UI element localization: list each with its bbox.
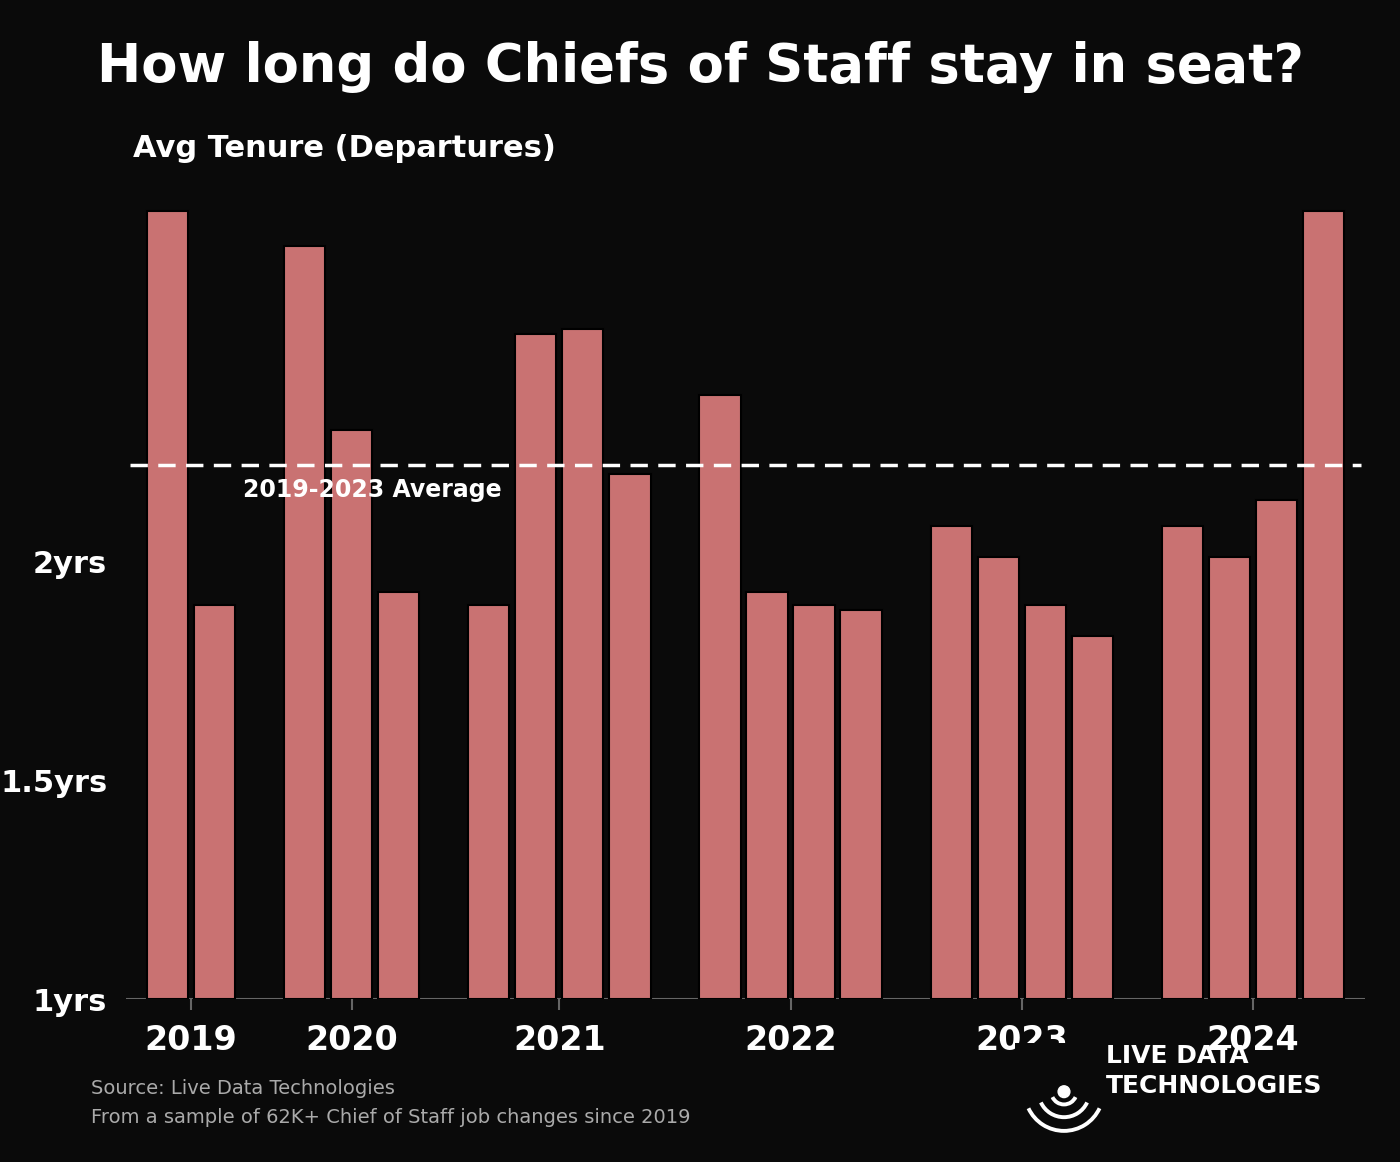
Bar xyxy=(193,605,235,999)
Bar xyxy=(563,329,603,999)
Circle shape xyxy=(1058,1085,1070,1098)
Bar xyxy=(609,474,651,999)
Bar xyxy=(378,591,419,999)
Text: Source: Live Data Technologies: Source: Live Data Technologies xyxy=(91,1079,395,1098)
Bar xyxy=(840,610,882,999)
Bar xyxy=(330,430,372,999)
Bar xyxy=(931,526,972,999)
Bar xyxy=(1072,636,1113,999)
Bar xyxy=(1162,526,1203,999)
Bar xyxy=(515,333,556,999)
Bar xyxy=(746,591,788,999)
Text: Avg Tenure (Departures): Avg Tenure (Departures) xyxy=(133,134,556,163)
Bar xyxy=(700,395,741,999)
Bar xyxy=(977,557,1019,999)
Text: LIVE DATA
TECHNOLOGIES: LIVE DATA TECHNOLOGIES xyxy=(1106,1045,1323,1098)
Bar xyxy=(1210,557,1250,999)
Bar xyxy=(1025,605,1065,999)
Bar xyxy=(147,211,188,999)
Text: From a sample of 62K+ Chief of Staff job changes since 2019: From a sample of 62K+ Chief of Staff job… xyxy=(91,1109,690,1127)
Text: 2019-2023 Average: 2019-2023 Average xyxy=(244,478,503,502)
Text: How long do Chiefs of Staff stay in seat?: How long do Chiefs of Staff stay in seat… xyxy=(97,41,1303,93)
Bar xyxy=(794,605,834,999)
Bar xyxy=(284,246,325,999)
Bar xyxy=(1303,211,1344,999)
Bar xyxy=(1256,500,1298,999)
Bar xyxy=(468,605,510,999)
